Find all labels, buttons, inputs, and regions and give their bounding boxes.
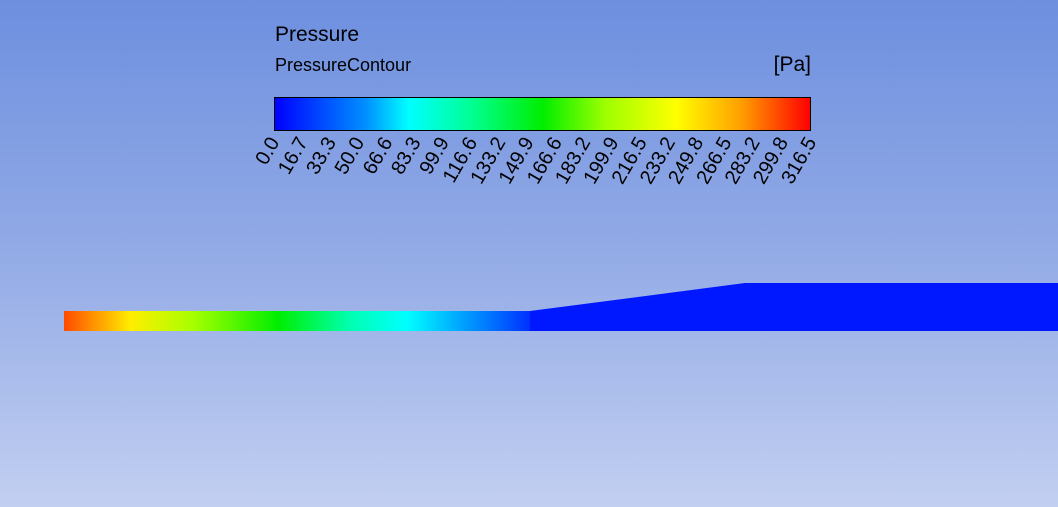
diffuser-outlet-region (530, 283, 1058, 331)
legend-subtitle: PressureContour (275, 55, 412, 75)
legend-colorbar (274, 97, 811, 131)
inlet-pipe-region (64, 311, 532, 331)
legend-tick-labels: 0.016.733.350.066.683.399.9116.6133.2149… (251, 133, 821, 187)
legend-unit: [Pa] (773, 53, 811, 76)
legend-title: Pressure (275, 23, 360, 46)
